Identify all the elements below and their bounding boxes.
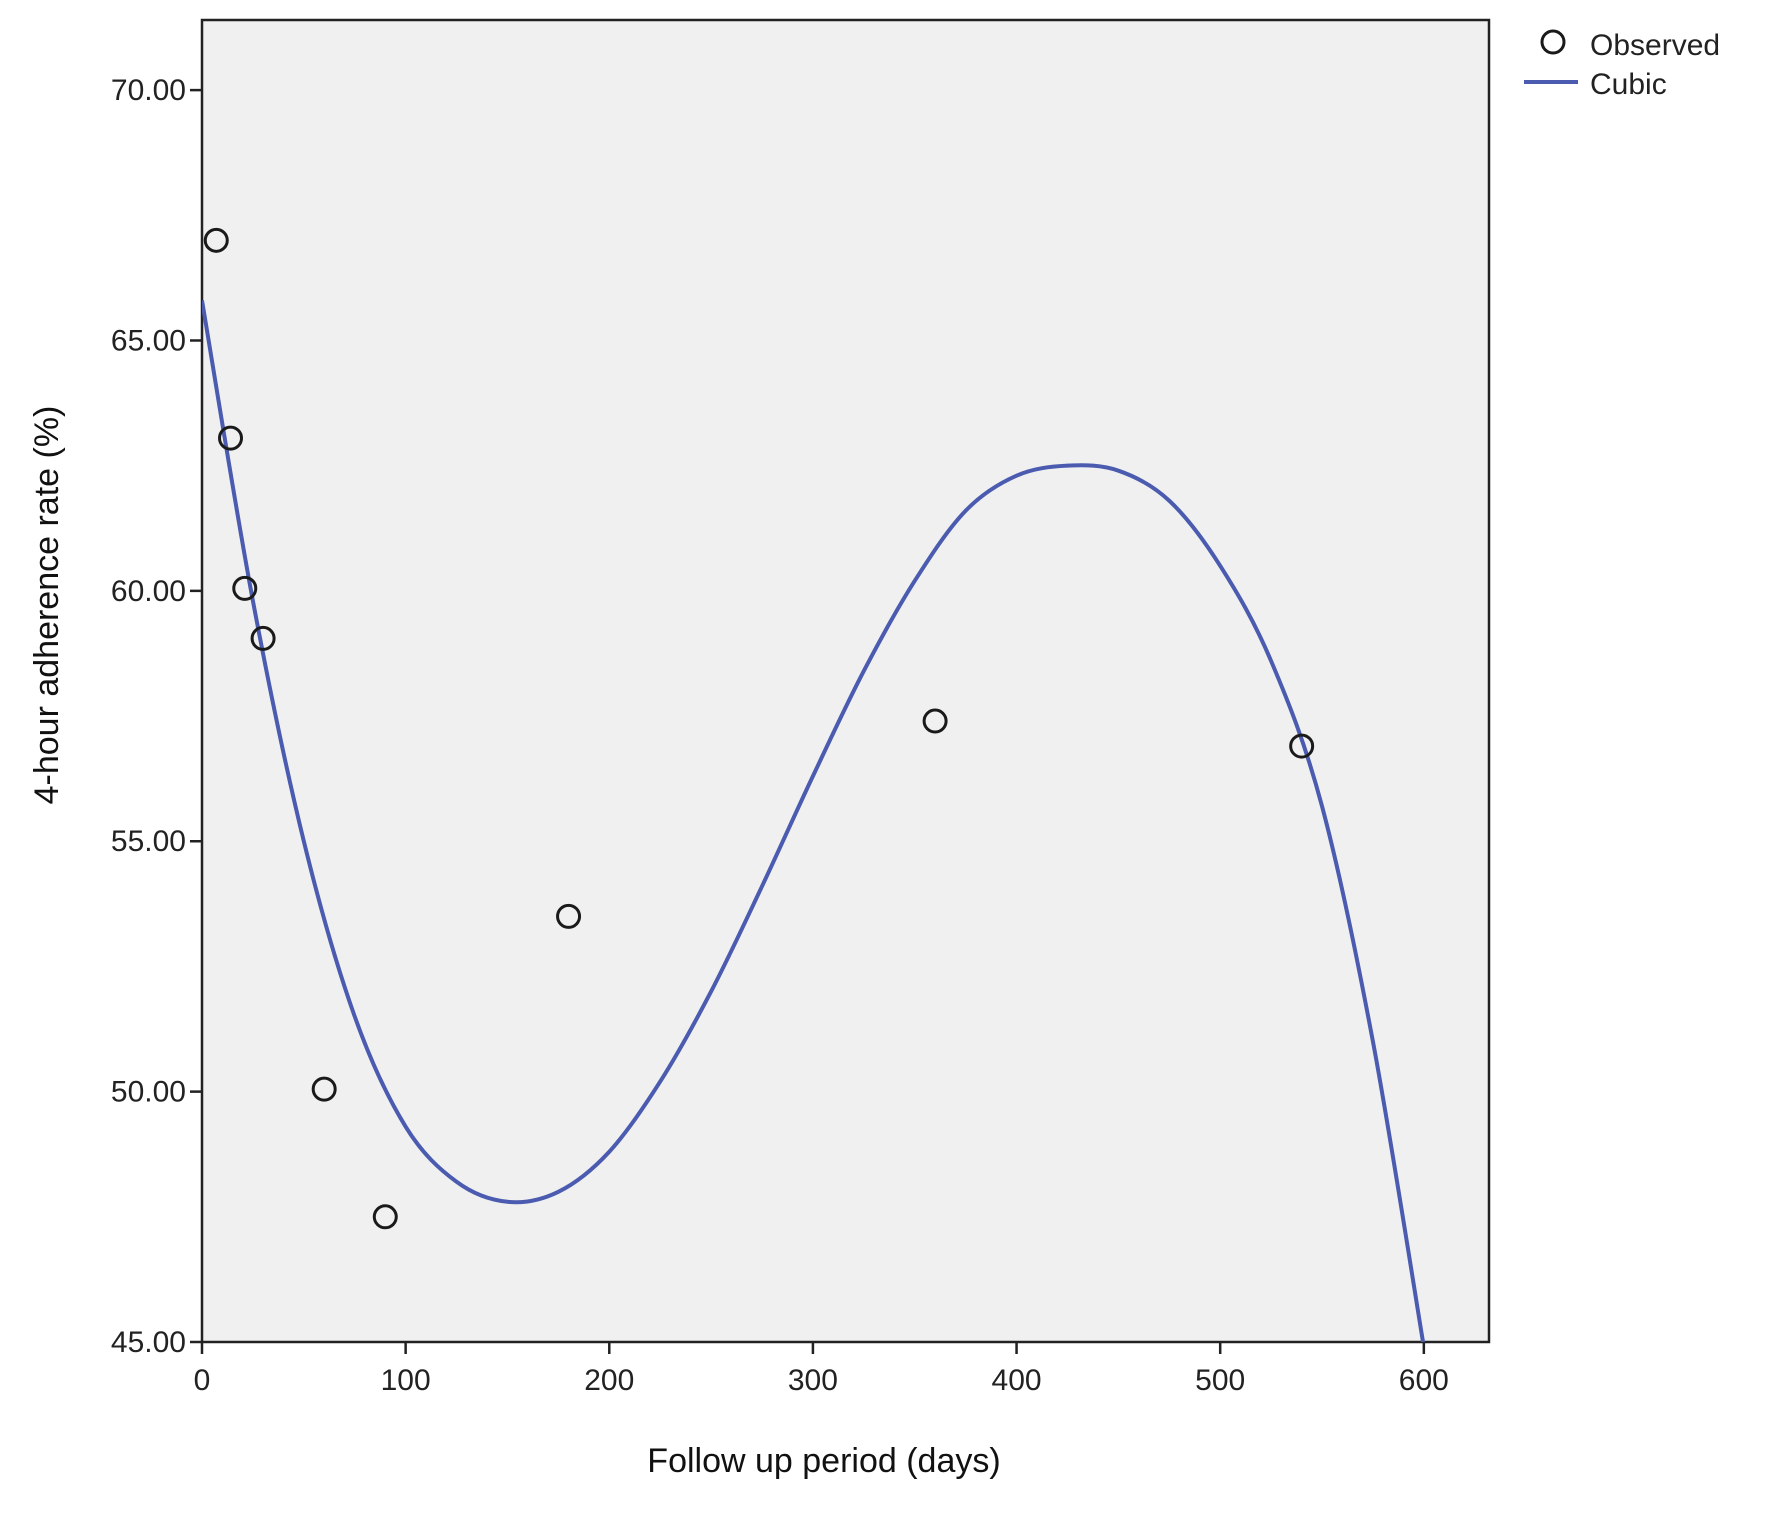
y-tick-label: 55.00 [111,825,186,858]
cubic-fit-line [202,300,1426,1342]
x-tick-label: 300 [788,1364,838,1397]
legend-observed-label: Observed [1590,29,1720,62]
plot-background [200,18,1491,1344]
x-tick-label: 0 [194,1364,211,1397]
legend: Observed Cubic [1524,29,1720,101]
observed-point [250,625,276,651]
observed-markers [203,227,1315,1230]
y-tick-label: 45.00 [111,1326,186,1359]
y-tick-label: 60.00 [111,575,186,608]
observed-point [372,1204,398,1230]
observed-point [922,708,948,734]
x-tick-label: 600 [1399,1364,1449,1397]
y-tick-label: 65.00 [111,324,186,357]
y-tick-label: 50.00 [111,1076,186,1109]
y-axis-title: 4-hour adherence rate (%) [28,406,66,805]
observed-point [203,227,229,253]
observed-point [232,575,258,601]
axes: 45.00 50.00 55.00 60.00 65.00 70.00 0 100 200 300… [111,74,1449,1397]
x-axis-title: Follow up period (days) [647,1442,1000,1480]
legend-observed-marker [1540,29,1566,55]
observed-point [218,425,244,451]
x-tick-label: 200 [584,1364,634,1397]
x-tick-label: 500 [1195,1364,1245,1397]
observed-point [1289,733,1315,759]
observed-point [311,1076,337,1102]
observed-point [556,903,582,929]
y-tick-label: 70.00 [111,74,186,107]
legend-cubic-label: Cubic [1590,68,1667,101]
x-tick-label: 100 [381,1364,431,1397]
x-tick-label: 400 [992,1364,1042,1397]
fit-line-layer [202,300,1426,1342]
